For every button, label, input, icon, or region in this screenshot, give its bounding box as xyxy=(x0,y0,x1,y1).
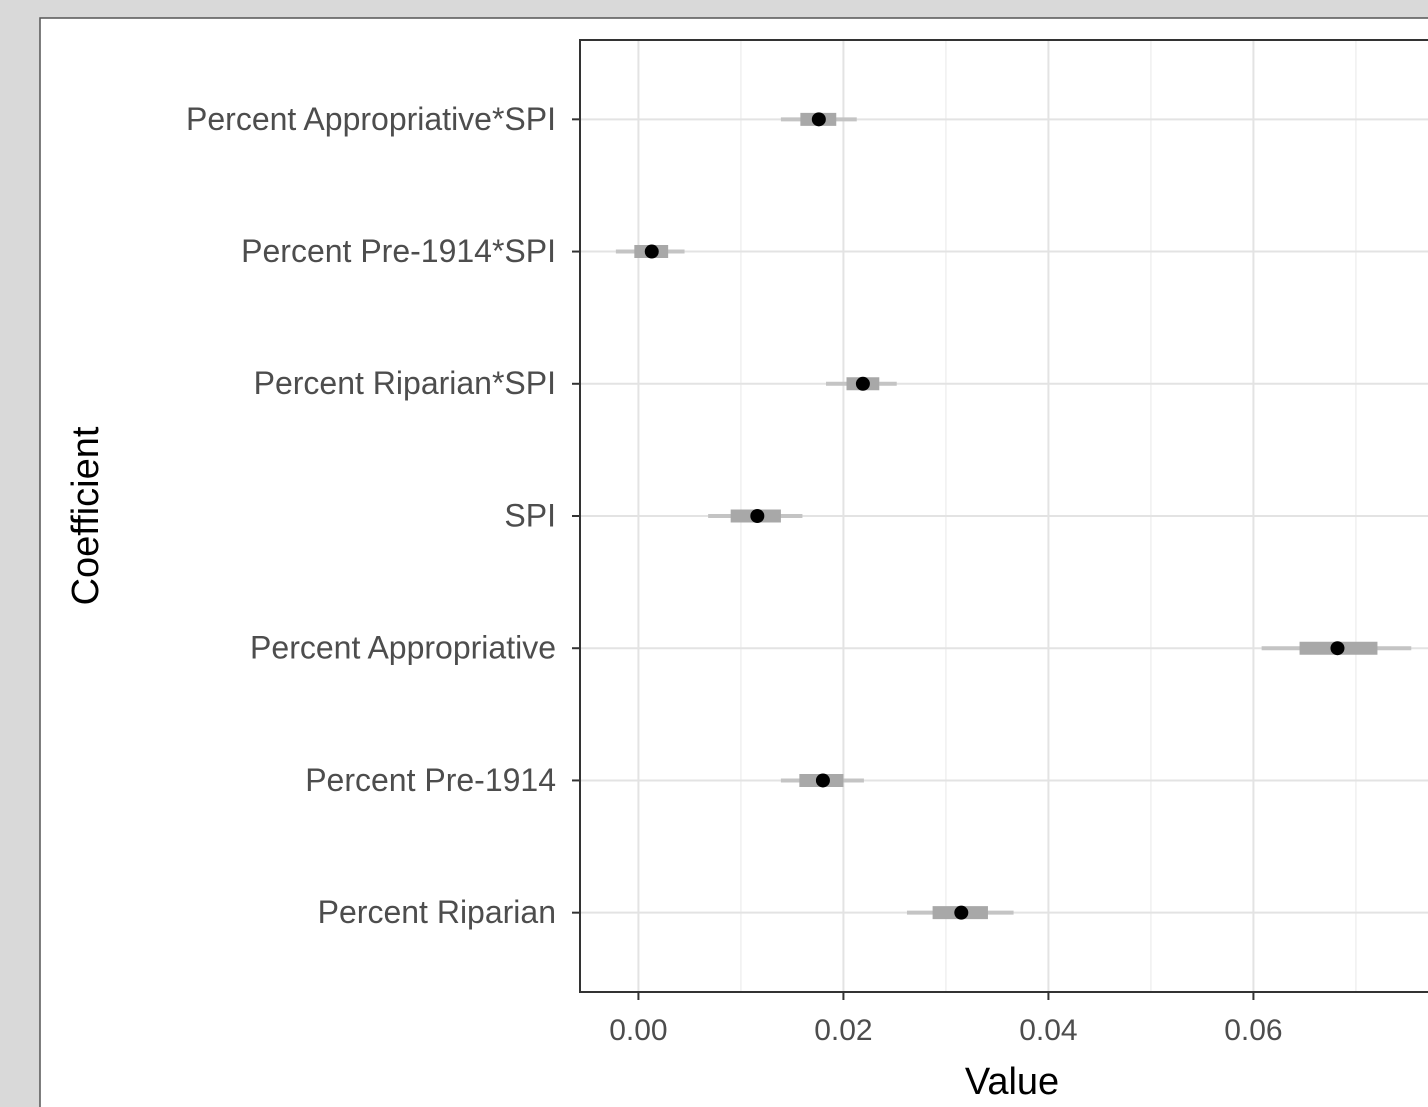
y-tick-label: SPI xyxy=(504,497,556,533)
estimate-point xyxy=(644,244,659,259)
estimate-point xyxy=(954,905,969,920)
x-tick-label: 0.02 xyxy=(814,1014,872,1047)
y-tick-label: Percent Appropriative xyxy=(250,630,556,666)
y-tick-label: Percent Pre-1914 xyxy=(305,762,556,798)
y-tick-label: Percent Riparian xyxy=(318,894,556,930)
estimate-point xyxy=(1330,641,1345,656)
x-tick-label: 0.00 xyxy=(609,1014,667,1047)
estimate-point xyxy=(855,376,870,391)
x-axis-title: Value xyxy=(965,1061,1059,1103)
y-tick-label: Percent Appropriative*SPI xyxy=(186,101,556,137)
y-tick-label: Percent Riparian*SPI xyxy=(254,365,556,401)
y-axis-title: Coefficient xyxy=(65,426,107,605)
x-tick-label: 0.04 xyxy=(1019,1014,1077,1047)
estimate-point xyxy=(750,509,765,523)
x-tick-label: 0.06 xyxy=(1224,1014,1282,1047)
marks xyxy=(615,112,1412,920)
panel xyxy=(39,17,1428,1107)
y-tick-label: Percent Pre-1914*SPI xyxy=(241,233,556,269)
estimate-point xyxy=(811,112,826,127)
estimate-point xyxy=(815,773,830,788)
